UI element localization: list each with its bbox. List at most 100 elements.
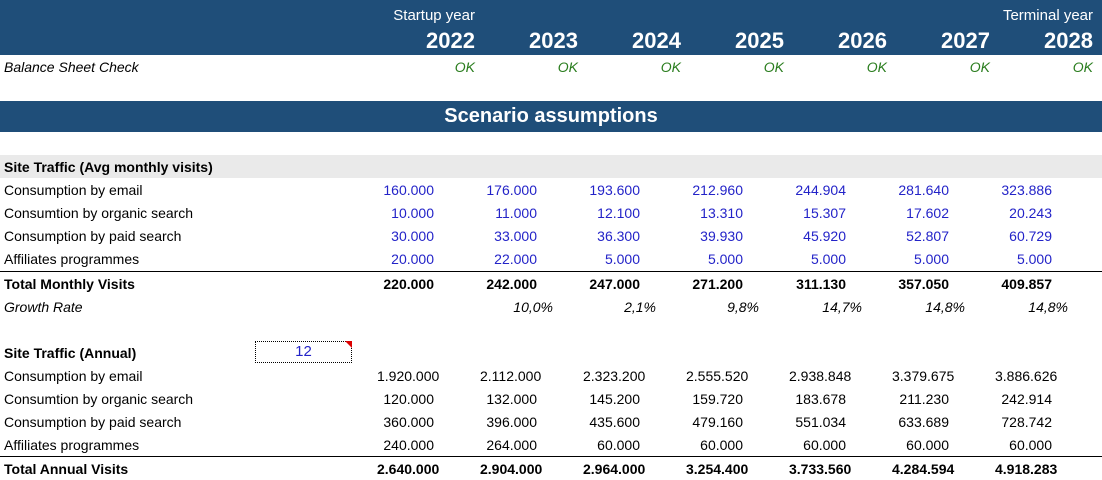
cell[interactable]: 479.160 (692, 413, 743, 430)
check-cell[interactable]: OK (454, 58, 475, 75)
cell[interactable]: 242.000 (486, 275, 537, 292)
table-row: Affiliates programmes 240.000 264.000 60.00… (0, 433, 1102, 456)
check-cell[interactable]: OK (763, 58, 784, 75)
cell[interactable]: 183.678 (795, 390, 846, 407)
cell[interactable]: 2.640.000 (377, 460, 440, 477)
cell[interactable]: 5.000 (707, 250, 743, 267)
check-cell[interactable]: OK (1072, 58, 1093, 75)
cell[interactable]: 242.914 (1001, 390, 1052, 407)
cell[interactable]: 311.130 (796, 275, 846, 292)
cell[interactable]: 20.243 (1009, 204, 1052, 221)
cell[interactable]: 11.000 (495, 204, 537, 221)
cell[interactable]: 60.000 (1009, 436, 1052, 453)
cell[interactable]: 264.000 (486, 436, 537, 453)
cell[interactable]: 244.904 (795, 181, 846, 198)
cell[interactable]: 4.918.283 (995, 460, 1058, 477)
cell[interactable]: 2.964.000 (583, 460, 646, 477)
growth-rate-row: Growth Rate 10,0% 2,1% 9,8% 14,7% 14,8% 14,8% (0, 295, 1102, 318)
cell[interactable]: 120.000 (383, 390, 434, 407)
cell[interactable]: 2.112.000 (480, 367, 542, 384)
check-cell[interactable]: OK (660, 58, 681, 75)
check-cell[interactable]: OK (969, 58, 990, 75)
cell[interactable]: 60.729 (1009, 227, 1052, 244)
cell[interactable]: 3.886.626 (995, 367, 1058, 384)
cell[interactable]: 212.960 (692, 181, 743, 198)
cell[interactable]: 2.904.000 (480, 460, 543, 477)
section-annual: Site Traffic (Annual) (0, 341, 1102, 364)
cell[interactable]: 551.034 (795, 413, 846, 430)
row-label: Consumption by paid search (4, 227, 182, 244)
cell[interactable]: 281.640 (898, 181, 949, 198)
cell[interactable]: 220.000 (383, 275, 434, 292)
cell[interactable]: 60.000 (906, 436, 949, 453)
table-row: Consumption by paid search 360.000 396.000… (0, 410, 1102, 433)
cell[interactable]: 30.000 (391, 227, 434, 244)
cell[interactable]: 176.000 (486, 181, 537, 198)
cell[interactable]: 36.300 (597, 227, 640, 244)
row-label: Consumption by email (4, 367, 143, 384)
cell[interactable]: 10,0% (513, 298, 553, 315)
year-header: Startup year Terminal year 2022 2023 2024 2… (0, 0, 1102, 55)
cell[interactable]: 5.000 (604, 250, 640, 267)
cell[interactable]: 60.000 (597, 436, 640, 453)
cell[interactable]: 2.938.848 (789, 367, 852, 384)
cell[interactable]: 396.000 (486, 413, 537, 430)
cell[interactable]: 132.000 (486, 390, 537, 407)
cell[interactable]: 15.307 (803, 204, 846, 221)
cell[interactable]: 45.920 (803, 227, 846, 244)
cell[interactable]: 2.555.520 (686, 367, 749, 384)
cell[interactable]: 2,1% (624, 298, 656, 315)
table-row: Affiliates programmes 20.000 22.000 5.000 5.… (0, 247, 1102, 270)
cell[interactable]: 409.857 (1001, 275, 1052, 292)
cell[interactable]: 3.379.675 (892, 367, 955, 384)
months-per-year-input[interactable]: 12 (255, 341, 352, 363)
cell[interactable]: 17.602 (906, 204, 949, 221)
year-2027: 2027 (941, 27, 990, 53)
cell[interactable]: 357.050 (898, 275, 949, 292)
cell[interactable]: 14,8% (1028, 298, 1068, 315)
cell[interactable]: 633.689 (898, 413, 949, 430)
cell[interactable]: 1.920.000 (377, 367, 440, 384)
row-label: Consumtion by organic search (4, 204, 194, 221)
cell[interactable]: 20.000 (391, 250, 434, 267)
cell[interactable]: 14,8% (925, 298, 965, 315)
cell[interactable]: 211.230 (899, 390, 949, 407)
cell[interactable]: 4.284.594 (892, 460, 955, 477)
cell[interactable]: 22.000 (494, 250, 537, 267)
months-value: 12 (295, 343, 312, 360)
cell[interactable]: 5.000 (1016, 250, 1052, 267)
cell[interactable]: 14,7% (822, 298, 862, 315)
cell[interactable]: 145.200 (589, 390, 640, 407)
cell[interactable]: 3.254.400 (686, 460, 749, 477)
cell[interactable]: 5.000 (913, 250, 949, 267)
cell[interactable]: 60.000 (803, 436, 846, 453)
row-label: Total Monthly Visits (4, 275, 135, 292)
total-row: Total Monthly Visits 220.000 242.000 247.00… (0, 272, 1102, 295)
cell[interactable]: 159.720 (692, 390, 743, 407)
row-label: Consumption by email (4, 181, 143, 198)
cell[interactable]: 12.100 (597, 204, 640, 221)
check-cell[interactable]: OK (866, 58, 887, 75)
cell[interactable]: 160.000 (383, 181, 434, 198)
cell[interactable]: 39.930 (700, 227, 743, 244)
cell[interactable]: 323.886 (1001, 181, 1052, 198)
cell[interactable]: 360.000 (383, 413, 434, 430)
balance-sheet-check-row: Balance Sheet Check OK OK OK OK OK OK OK (0, 55, 1102, 78)
check-cell[interactable]: OK (557, 58, 578, 75)
cell[interactable]: 247.000 (589, 275, 640, 292)
cell[interactable]: 10.000 (391, 204, 434, 221)
cell[interactable]: 13.310 (700, 204, 743, 221)
cell[interactable]: 60.000 (700, 436, 743, 453)
cell[interactable]: 52.807 (906, 227, 949, 244)
cell[interactable]: 240.000 (383, 436, 434, 453)
cell[interactable]: 271.200 (692, 275, 743, 292)
cell[interactable]: 435.600 (589, 413, 640, 430)
cell[interactable]: 3.733.560 (789, 460, 852, 477)
cell[interactable]: 33.000 (494, 227, 537, 244)
cell[interactable]: 193.600 (589, 181, 640, 198)
cell[interactable]: 2.323.200 (583, 367, 646, 384)
cell[interactable]: 5.000 (810, 250, 846, 267)
cell[interactable]: 728.742 (1001, 413, 1052, 430)
cell[interactable]: 9,8% (727, 298, 759, 315)
comment-indicator-icon[interactable] (345, 341, 352, 348)
